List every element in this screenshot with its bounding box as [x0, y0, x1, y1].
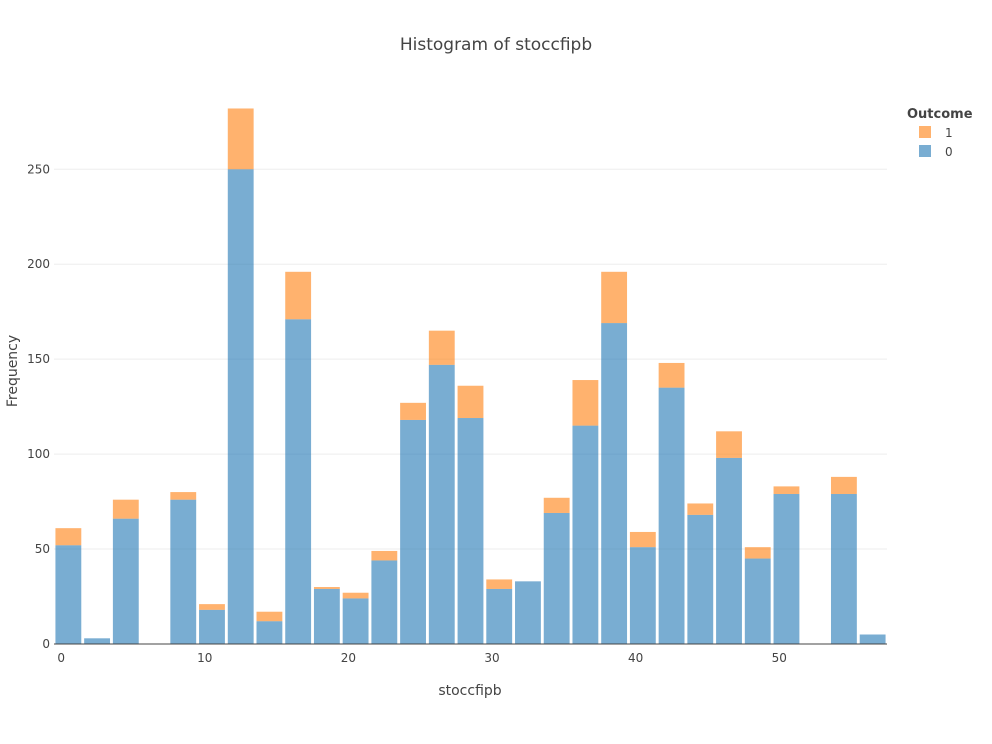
y-axis-title: Frequency [5, 335, 21, 407]
legend-label-outcome-1[interactable]: 1 [945, 126, 953, 140]
bar-outcome-0[interactable] [228, 169, 254, 644]
bar-outcome-1[interactable] [630, 532, 656, 547]
y-tick-label: 150 [27, 352, 50, 366]
bar-outcome-0[interactable] [745, 559, 771, 644]
bar-outcome-0[interactable] [314, 589, 340, 644]
bar-outcome-0[interactable] [371, 560, 397, 644]
bar-outcome-1[interactable] [831, 477, 857, 494]
x-axis-title: stoccfipb [438, 683, 501, 699]
x-tick-label: 10 [197, 651, 212, 665]
bar-outcome-0[interactable] [572, 426, 598, 644]
y-tick-label: 250 [27, 162, 50, 176]
bar-outcome-0[interactable] [831, 494, 857, 644]
legend: Outcome 1 0 [907, 107, 973, 159]
y-tick-label: 200 [27, 257, 50, 271]
bar-outcome-1[interactable] [55, 528, 81, 545]
bar-outcome-0[interactable] [343, 598, 369, 644]
bar-outcome-1[interactable] [745, 547, 771, 558]
bar-outcome-1[interactable] [314, 587, 340, 589]
x-axis-ticks: 0 10 20 30 40 50 [57, 651, 787, 665]
bar-outcome-0[interactable] [257, 621, 283, 644]
bar-outcome-0[interactable] [199, 610, 225, 644]
bar-outcome-0[interactable] [400, 420, 426, 644]
bar-outcome-1[interactable] [486, 579, 512, 588]
bar-outcome-0[interactable] [659, 388, 685, 644]
y-tick-label: 0 [42, 637, 50, 651]
x-tick-label: 20 [341, 651, 356, 665]
bar-outcome-0[interactable] [601, 323, 627, 644]
x-tick-label: 40 [628, 651, 643, 665]
bar-outcome-1[interactable] [257, 612, 283, 621]
legend-label-outcome-0[interactable]: 0 [945, 145, 953, 159]
bar-outcome-1[interactable] [458, 386, 484, 418]
bar-outcome-0[interactable] [716, 458, 742, 644]
bar-outcome-1[interactable] [659, 363, 685, 388]
bar-outcome-1[interactable] [199, 604, 225, 610]
bar-outcome-0[interactable] [285, 319, 311, 644]
bar-outcome-1[interactable] [572, 380, 598, 426]
bar-outcome-0[interactable] [84, 638, 110, 644]
bar-outcome-0[interactable] [630, 547, 656, 644]
bar-outcome-1[interactable] [400, 403, 426, 420]
y-tick-label: 50 [35, 542, 50, 556]
bar-outcome-1[interactable] [716, 431, 742, 458]
bar-outcome-0[interactable] [170, 500, 196, 644]
bar-outcome-0[interactable] [515, 581, 541, 644]
bar-outcome-1[interactable] [544, 498, 570, 513]
bar-outcome-0[interactable] [687, 515, 713, 644]
bar-outcome-0[interactable] [55, 545, 81, 644]
legend-swatch-outcome-0[interactable] [919, 145, 931, 157]
x-tick-label: 0 [57, 651, 65, 665]
bar-outcome-1[interactable] [343, 593, 369, 599]
bar-outcome-0[interactable] [486, 589, 512, 644]
bar-outcome-0[interactable] [544, 513, 570, 644]
y-axis-ticks: 0 50 100 150 200 250 [27, 162, 50, 651]
bar-outcome-1[interactable] [228, 108, 254, 169]
y-tick-label: 100 [27, 447, 50, 461]
bar-outcome-1[interactable] [774, 486, 800, 494]
bar-outcome-0[interactable] [429, 365, 455, 644]
bar-outcome-1[interactable] [113, 500, 139, 519]
bar-outcome-1[interactable] [371, 551, 397, 560]
x-tick-label: 50 [772, 651, 787, 665]
bar-outcome-0[interactable] [860, 635, 886, 644]
bar-outcome-1[interactable] [285, 272, 311, 319]
bar-outcome-1[interactable] [601, 272, 627, 323]
bars [55, 108, 885, 644]
bar-outcome-1[interactable] [170, 492, 196, 500]
bar-outcome-0[interactable] [113, 519, 139, 644]
bar-outcome-0[interactable] [458, 418, 484, 644]
x-tick-label: 30 [484, 651, 499, 665]
bar-outcome-1[interactable] [429, 331, 455, 365]
bar-outcome-0[interactable] [774, 494, 800, 644]
legend-title: Outcome [907, 107, 973, 122]
chart-title: Histogram of stoccfipb [400, 35, 592, 55]
bar-outcome-1[interactable] [687, 503, 713, 514]
legend-swatch-outcome-1[interactable] [919, 126, 931, 138]
